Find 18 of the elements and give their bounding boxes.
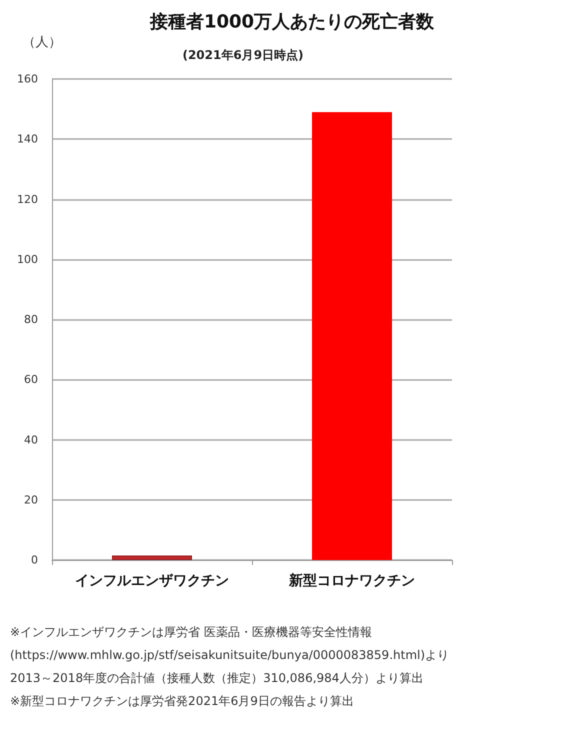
chart-title: 接種者1000万人あたりの死亡者数 — [148, 12, 436, 32]
text: ※新型コロナワクチンは厚労省発2021年6月9日の報告より算出 — [10, 694, 354, 708]
y-tick-label: 160 — [17, 72, 38, 86]
text: ※インフルエンザワクチンは厚労省 医薬品・医療機器等安全性情報 — [10, 625, 372, 639]
text: 2013～2018年度の合計値（接種人数（推定）310,086,984人分）より算出 — [10, 671, 424, 685]
y-tick-label: 20 — [24, 493, 38, 506]
y-tick-label: 140 — [17, 132, 38, 146]
y-tick-label: 40 — [24, 433, 38, 446]
x-tick-label: 新型コロナワクチン — [288, 572, 415, 589]
x-tick-label: インフルエンザワクチン — [75, 573, 229, 589]
y-tick-label: 60 — [24, 373, 38, 386]
y-tick-label: 80 — [24, 313, 38, 326]
y-axis-title: （人） — [22, 35, 62, 50]
text: (https://www.mhlw.go.jp/stf/seisakunitsuite/bunya/0000083859.html)より — [10, 648, 450, 662]
y-tick-label: 120 — [17, 192, 38, 206]
y-tick-label: 100 — [17, 252, 38, 266]
chart-subtitle: (2021年6月9日時点) — [182, 48, 304, 62]
y-tick-label: 0 — [31, 554, 38, 566]
